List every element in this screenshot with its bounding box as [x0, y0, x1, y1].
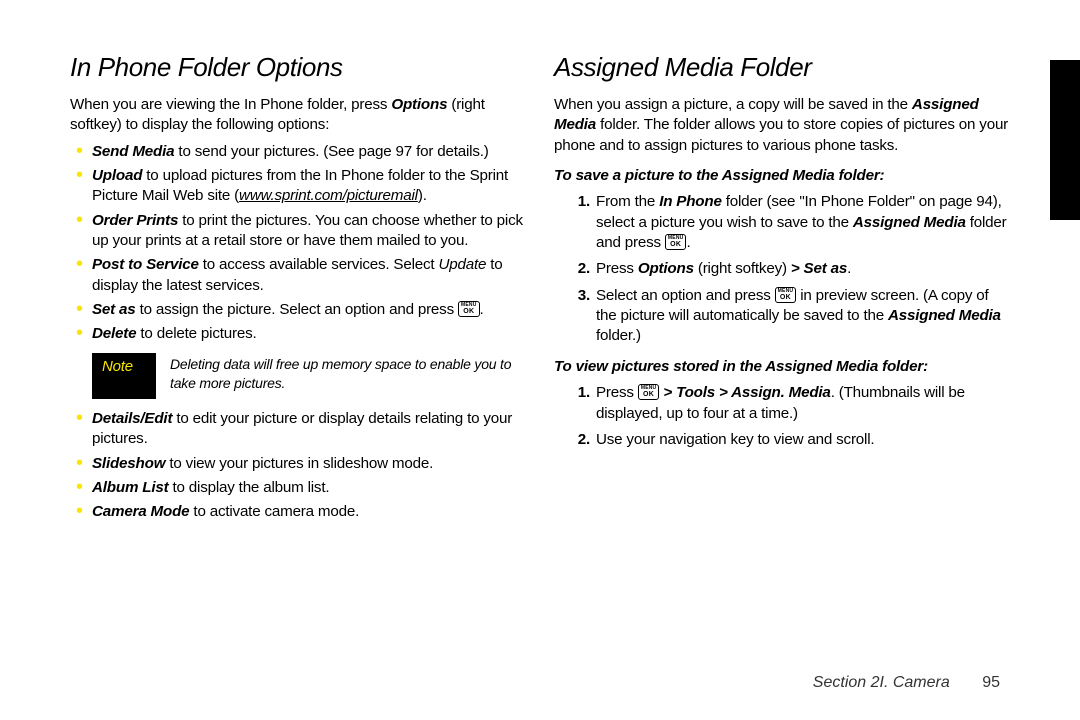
text: When you are viewing the In Phone folder… — [70, 96, 391, 113]
txt: to activate camera mode. — [189, 503, 359, 520]
opt: Details/Edit — [92, 410, 172, 427]
left-intro: When you are viewing the In Phone folder… — [70, 95, 526, 136]
menu-ok-icon: MENUOK — [665, 234, 687, 250]
list-item: Details/Edit to edit your picture or dis… — [92, 409, 526, 450]
left-column: In Phone Folder Options When you are vie… — [70, 50, 526, 531]
txt: to send your pictures. (See page 97 for … — [174, 143, 488, 160]
txt-b: Assigned Media — [853, 214, 966, 231]
list-item: Album List to display the album list. — [92, 478, 526, 498]
page-footer: Section 2I. Camera 95 — [813, 674, 1000, 692]
left-heading: In Phone Folder Options — [70, 50, 526, 85]
page-content: In Phone Folder Options When you are vie… — [0, 0, 1080, 561]
txt: folder. The folder allows you to store c… — [554, 116, 1008, 153]
opt: Camera Mode — [92, 503, 189, 520]
menu-ok-icon: MENUOK — [458, 301, 480, 317]
steps-view: Press MENUOK > Tools > Assign. Media. (T… — [554, 383, 1010, 450]
note-text: Deleting data will free up memory space … — [170, 353, 526, 393]
footer-page: 95 — [982, 674, 1000, 691]
txt: (right softkey) — [694, 260, 791, 277]
list-item: Camera Mode to activate camera mode. — [92, 502, 526, 522]
txt: Select an option and press — [596, 287, 775, 304]
right-heading: Assigned Media Folder — [554, 50, 1010, 85]
opt: Send Media — [92, 143, 174, 160]
step: Select an option and press MENUOK in pre… — [594, 286, 1010, 347]
txt-b: Assigned Media — [888, 307, 1001, 324]
list-item: Slideshow to view your pictures in slide… — [92, 454, 526, 474]
list-item: Send Media to send your pictures. (See p… — [92, 142, 526, 162]
txt: ). — [418, 187, 427, 204]
txt-b: In Phone — [659, 193, 722, 210]
txt: to access available services. Select — [199, 256, 439, 273]
txt: From the — [596, 193, 659, 210]
txt: to delete pictures. — [136, 325, 256, 342]
txt: Press — [596, 384, 638, 401]
opt: Album List — [92, 479, 168, 496]
txt-b: > Tools > Assign. Media — [659, 384, 830, 401]
subhead-view: To view pictures stored in the Assigned … — [554, 357, 1010, 377]
right-intro: When you assign a picture, a copy will b… — [554, 95, 1010, 156]
txt-b: Options — [638, 260, 694, 277]
opt: Slideshow — [92, 455, 165, 472]
list-item: Upload to upload pictures from the In Ph… — [92, 166, 526, 207]
list-item: Delete to delete pictures. — [92, 324, 526, 344]
list-item: Set as to assign the picture. Select an … — [92, 300, 526, 320]
link[interactable]: www.sprint.com/picturemail — [239, 187, 418, 204]
list-item: Order Prints to print the pictures. You … — [92, 211, 526, 252]
txt: folder.) — [596, 327, 641, 344]
text-bold: Options — [391, 96, 447, 113]
side-tab — [1050, 60, 1080, 220]
footer-section: Section 2I. Camera — [813, 674, 950, 691]
txt: to display the album list. — [168, 479, 329, 496]
opt: Delete — [92, 325, 136, 342]
list-item: Post to Service to access available serv… — [92, 255, 526, 296]
subhead-save: To save a picture to the Assigned Media … — [554, 166, 1010, 186]
opt: Post to Service — [92, 256, 199, 273]
txt: Press — [596, 260, 638, 277]
step: Use your navigation key to view and scro… — [594, 430, 1010, 450]
options-list: Send Media to send your pictures. (See p… — [70, 142, 526, 345]
note-tag: Note — [92, 353, 156, 399]
txt: . — [847, 260, 851, 277]
txt: to view your pictures in slideshow mode. — [165, 455, 433, 472]
step: Press MENUOK > Tools > Assign. Media. (T… — [594, 383, 1010, 424]
note-block: Note Deleting data will free up memory s… — [92, 353, 526, 399]
menu-ok-icon: MENUOK — [775, 287, 797, 303]
txt: to assign the picture. Select an option … — [136, 301, 458, 318]
right-column: Assigned Media Folder When you assign a … — [554, 50, 1010, 531]
opt: Set as — [92, 301, 136, 318]
steps-save: From the In Phone folder (see "In Phone … — [554, 192, 1010, 347]
step: From the In Phone folder (see "In Phone … — [594, 192, 1010, 253]
step: Press Options (right softkey) > Set as. — [594, 259, 1010, 279]
options-list-2: Details/Edit to edit your picture or dis… — [70, 409, 526, 523]
txt-b: > Set as — [791, 260, 847, 277]
opt: Order Prints — [92, 212, 178, 229]
opt: Upload — [92, 167, 142, 184]
txt: When you assign a picture, a copy will b… — [554, 96, 912, 113]
menu-ok-icon: MENUOK — [638, 384, 660, 400]
txt-i: Update — [438, 256, 486, 273]
